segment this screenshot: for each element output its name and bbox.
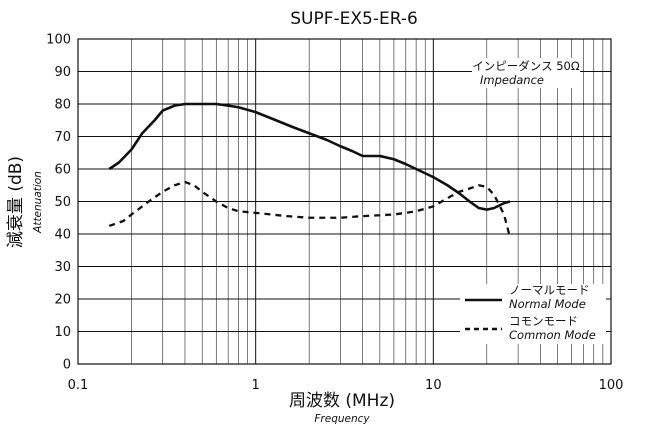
x-axis-ticks: 0.1 1 10 100 <box>68 378 624 393</box>
impedance-note-box <box>472 58 580 88</box>
impedance-note-en: Impedance <box>480 73 544 87</box>
series-line-common-mode <box>108 180 512 238</box>
y-axis-ticks: 0 10 20 30 40 50 60 70 80 90 100 <box>46 33 71 373</box>
legend-label-jp: ノーマルモード <box>509 283 590 297</box>
impedance-note-jp: インピーダンス 50Ω <box>472 59 580 73</box>
legend-box <box>460 284 606 344</box>
x-tick-label: 10 <box>425 378 442 393</box>
y-tick-label: 30 <box>54 260 71 275</box>
legend-label-jp: コモンモード <box>509 314 578 328</box>
y-tick-label: 0 <box>63 358 71 373</box>
plot-frame <box>77 38 612 365</box>
y-tick-label: 40 <box>54 228 71 243</box>
x-tick-label: 100 <box>599 378 624 393</box>
x-axis-sublabel: Frequency <box>314 413 370 425</box>
y-tick-label: 70 <box>54 130 71 145</box>
x-tick-label: 0.1 <box>68 378 89 393</box>
y-tick-label: 20 <box>54 293 71 308</box>
y-axis-label: 減衰量 (dB) <box>6 156 26 248</box>
y-tick-label: 60 <box>54 163 71 178</box>
y-axis-label-group: 減衰量 (dB) Attenuation <box>6 156 44 248</box>
series-line-normal-mode <box>108 102 511 211</box>
y-tick-label: 50 <box>54 195 71 210</box>
legend-label-en: Common Mode <box>509 328 596 342</box>
x-axis-label: 周波数 (MHz) <box>289 391 395 411</box>
series-layer <box>108 102 512 238</box>
y-tick-label: 10 <box>54 325 71 340</box>
y-tick-label: 100 <box>46 33 71 48</box>
y-tick-label: 80 <box>54 98 71 113</box>
legend-label-en: Normal Mode <box>509 297 586 311</box>
chart-title: SUPF-EX5-ER-6 <box>290 9 418 29</box>
y-tick-label: 90 <box>54 65 71 80</box>
y-axis-sublabel: Attenuation <box>32 171 44 234</box>
x-tick-label: 1 <box>252 378 260 393</box>
